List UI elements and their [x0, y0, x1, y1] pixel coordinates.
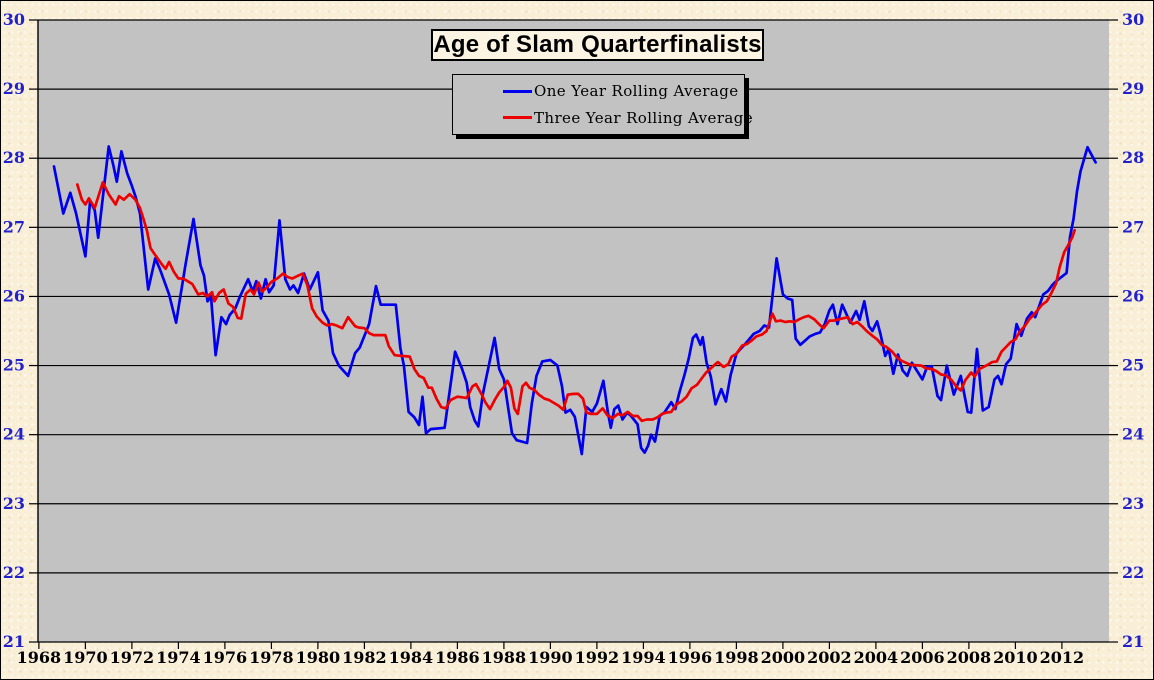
legend-label-three-year: Three Year Rolling Average [534, 108, 754, 127]
y-axis-label-left-24: 24 [3, 425, 25, 444]
x-axis-label-1972: 1972 [110, 648, 155, 667]
x-axis-label-1994: 1994 [621, 648, 666, 667]
x-axis-label-1996: 1996 [668, 648, 713, 667]
x-axis-label-2006: 2006 [900, 648, 945, 667]
legend-label-one-year: One Year Rolling Average [534, 82, 739, 101]
y-axis-label-left-29: 29 [3, 79, 25, 98]
three-year-series-line [75, 181, 1077, 423]
x-axis-label-2004: 2004 [854, 648, 899, 667]
y-axis-label-left-26: 26 [3, 286, 25, 305]
x-axis-label-1986: 1986 [435, 648, 480, 667]
x-axis-label-2002: 2002 [807, 648, 852, 667]
y-axis-label-left-25: 25 [3, 356, 25, 375]
x-axis-label-1990: 1990 [528, 648, 573, 667]
y-axis-label-left-23: 23 [3, 494, 25, 513]
x-axis-label-1968: 1968 [17, 648, 62, 667]
x-axis-label-2008: 2008 [947, 648, 992, 667]
x-axis-label-1982: 1982 [342, 648, 387, 667]
y-axis-label-right-26: 26 [1122, 286, 1144, 305]
y-axis-label-right-29: 29 [1122, 79, 1144, 98]
one-year-line-swatch [503, 89, 532, 93]
y-axis-label-right-27: 27 [1122, 217, 1144, 236]
x-axis-label-1976: 1976 [203, 648, 248, 667]
legend-item-three-year: Three Year Rolling Average [453, 106, 753, 130]
x-axis-label-1978: 1978 [249, 648, 294, 667]
chart-title-box: Age of Slam Quarterfinalists [431, 29, 764, 61]
x-axis-label-2000: 2000 [761, 648, 806, 667]
x-axis-label-1980: 1980 [296, 648, 341, 667]
y-axis-label-right-28: 28 [1122, 148, 1144, 167]
x-axis-label-2012: 2012 [1040, 648, 1085, 667]
y-axis-label-right-23: 23 [1122, 494, 1144, 513]
y-axis-label-left-21: 21 [3, 632, 25, 651]
x-axis-label-2010: 2010 [993, 648, 1038, 667]
y-axis-label-right-21: 21 [1122, 632, 1144, 651]
x-axis-label-1970: 1970 [63, 648, 108, 667]
y-axis-label-right-22: 22 [1122, 563, 1144, 582]
legend-box: One Year Rolling Average Three Year Roll… [452, 74, 753, 135]
one-year-series-line [52, 145, 1097, 456]
y-axis-label-left-22: 22 [3, 563, 25, 582]
x-axis-label-1988: 1988 [482, 648, 527, 667]
chart-title: Age of Slam Quarterfinalists [433, 31, 762, 58]
legend-item-one-year: One Year Rolling Average [453, 79, 744, 103]
y-axis-label-right-24: 24 [1122, 425, 1144, 444]
y-axis-label-left-27: 27 [3, 217, 25, 236]
y-axis-label-right-25: 25 [1122, 356, 1144, 375]
y-axis-label-right-30: 30 [1122, 10, 1144, 29]
x-axis-label-1974: 1974 [156, 648, 201, 667]
y-axis-label-left-28: 28 [3, 148, 25, 167]
x-axis-label-1992: 1992 [575, 648, 620, 667]
x-axis-label-1998: 1998 [714, 648, 759, 667]
three-year-line-swatch [503, 116, 532, 120]
x-axis-label-1984: 1984 [389, 648, 434, 667]
y-axis-label-left-30: 30 [3, 10, 25, 29]
